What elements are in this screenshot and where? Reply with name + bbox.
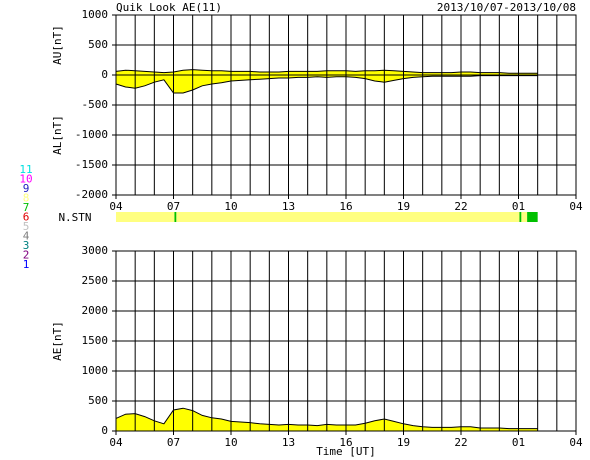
y-tick-label: -2000 [75,188,108,201]
station-segment [176,212,520,222]
station-label: N.STN [58,211,91,224]
x-tick-label: 07 [167,436,180,449]
legend-level: 10 [19,173,32,186]
area-fill [116,408,538,431]
y-tick-label: -1500 [75,158,108,171]
station-segment [527,212,538,222]
plot-frame [115,14,577,196]
y-tick-label: 500 [88,394,108,407]
y-axis-label: AU[nT] [51,25,64,65]
series-line [115,69,538,74]
x-tick-label: 13 [282,200,295,213]
x-tick-label: 04 [109,200,123,213]
x-tick-label: 01 [512,436,525,449]
y-tick-label: -500 [82,98,109,111]
legend-level: 9 [23,182,30,195]
area-fill [116,75,538,93]
series-line [115,407,538,430]
legend-level: 4 [23,230,30,243]
station-segment [519,212,522,222]
y-tick-label: 2000 [82,304,109,317]
station-segment [521,212,528,222]
x-tick-label: 10 [224,200,237,213]
legend-level: 3 [23,239,30,252]
x-tick-label: 22 [454,200,467,213]
y-tick-label: 500 [88,38,108,51]
y-tick-label: 0 [101,68,108,81]
x-tick-label: 10 [224,436,237,449]
y-axis-label: AE[nT] [51,321,64,361]
x-tick-label: 19 [397,436,410,449]
x-tick-label: 22 [454,436,467,449]
x-tick-label: 04 [569,200,583,213]
y-axis-label: AL[nT] [51,115,64,155]
x-tick-label: 04 [109,436,123,449]
y-tick-label: 1500 [82,334,109,347]
y-tick-label: 1000 [82,364,109,377]
x-axis-label: Time [UT] [316,445,376,458]
legend-level: 5 [23,220,30,233]
x-tick-label: 13 [282,436,295,449]
x-tick-label: 16 [339,436,352,449]
legend-level: 8 [23,192,30,205]
y-tick-label: -1000 [75,128,108,141]
y-tick-label: 3000 [82,244,109,257]
x-tick-label: 01 [512,200,525,213]
legend-level: 2 [23,249,30,262]
x-tick-label: 19 [397,200,410,213]
y-tick-label: 2500 [82,274,109,287]
x-tick-label: 16 [339,200,352,213]
x-tick-label: 04 [569,436,583,449]
legend-level: 6 [23,211,30,224]
chart-subtitle: 2013/10/07-2013/10/08 [437,1,576,14]
series-line [115,75,538,94]
legend-level: 1 [23,258,30,271]
legend-level: 7 [23,201,30,214]
station-segment [116,212,175,222]
x-tick-label: 07 [167,200,180,213]
legend-level: 11 [19,163,32,176]
chart-title: Quik Look AE(11) [116,1,222,14]
y-tick-label: 1000 [82,8,109,21]
plot-frame [115,250,577,432]
y-tick-label: 0 [101,424,108,437]
station-segment [174,212,177,222]
